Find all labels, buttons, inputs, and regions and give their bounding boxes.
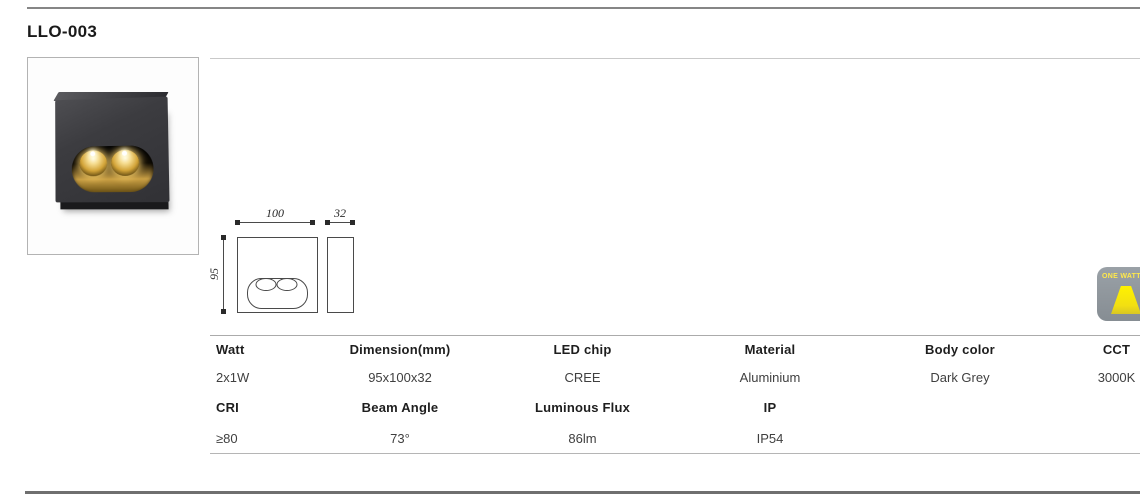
product-photo: [53, 92, 172, 214]
light-sparkle-icon: [90, 151, 96, 157]
spec-label-cri: CRI: [216, 399, 239, 415]
spec-label-luminous-flux: Luminous Flux: [534, 399, 631, 415]
led-lens-right: [111, 149, 140, 177]
dim-depth-label: 32: [333, 206, 346, 220]
one-watt-badge-label: ONE WATT: [1102, 273, 1140, 280]
spec-value-row-2: ≥80 73° 86lm IP54: [210, 423, 1140, 453]
fixture-light-aperture: [71, 145, 154, 193]
spec-label-dimension: Dimension(mm): [349, 342, 451, 357]
dim-height-label: 95: [210, 268, 221, 280]
spec-value-beam-angle: 73°: [390, 430, 410, 446]
spec-label-led-chip: LED chip: [553, 342, 612, 357]
spec-label-material: Material: [744, 342, 796, 357]
spec-label-ip: IP: [763, 399, 777, 415]
drawing-lens-left: [255, 278, 277, 291]
spec-value-watt: 2x1W: [216, 369, 250, 385]
spec-value-ip: IP54: [756, 430, 784, 446]
spec-value-led-chip: CREE: [564, 369, 601, 385]
spec-value-luminous-flux: 86lm: [568, 430, 597, 446]
one-watt-badge: ONE WATT: [1097, 267, 1140, 321]
spec-header-row-1: Watt Dimension(mm) LED chip Material Bod…: [210, 336, 1140, 363]
fixture-body: [55, 96, 170, 203]
dimension-drawing: 100 32 95: [210, 206, 355, 314]
page-title: LLO-003: [27, 22, 98, 41]
spec-value-body-color: Dark Grey: [930, 369, 990, 385]
content-header-rule: [210, 58, 1140, 59]
spec-label-body-color: Body color: [925, 342, 995, 357]
spec-value-cri: ≥80: [216, 430, 238, 446]
top-rule: [27, 7, 1140, 9]
light-beam-icon: [1111, 286, 1140, 314]
spec-label-cct: CCT: [1102, 342, 1131, 357]
drawing-lens-right: [276, 278, 298, 291]
bottom-rule: [25, 491, 1140, 494]
spec-label-watt: Watt: [216, 342, 245, 357]
spec-header-row-2: CRI Beam Angle Luminous Flux IP: [210, 391, 1140, 423]
spec-value-dimension: 95x100x32: [368, 369, 432, 385]
spec-label-beam-angle: Beam Angle: [361, 399, 439, 415]
dim-width-label: 100: [266, 206, 284, 220]
light-sparkle-icon: [121, 150, 128, 156]
spec-value-material: Aluminium: [739, 369, 801, 385]
drawing-side-view: [327, 237, 354, 313]
drawing-aperture: [247, 278, 308, 309]
spec-value-cct: 3000K: [1097, 369, 1136, 385]
drawing-front-view: [237, 237, 318, 313]
spec-table: Watt Dimension(mm) LED chip Material Bod…: [210, 335, 1140, 454]
led-lens-left: [79, 150, 108, 177]
product-photo-frame: [27, 57, 199, 255]
spec-value-row-1: 2x1W 95x100x32 CREE Aluminium Dark Grey …: [210, 363, 1140, 391]
